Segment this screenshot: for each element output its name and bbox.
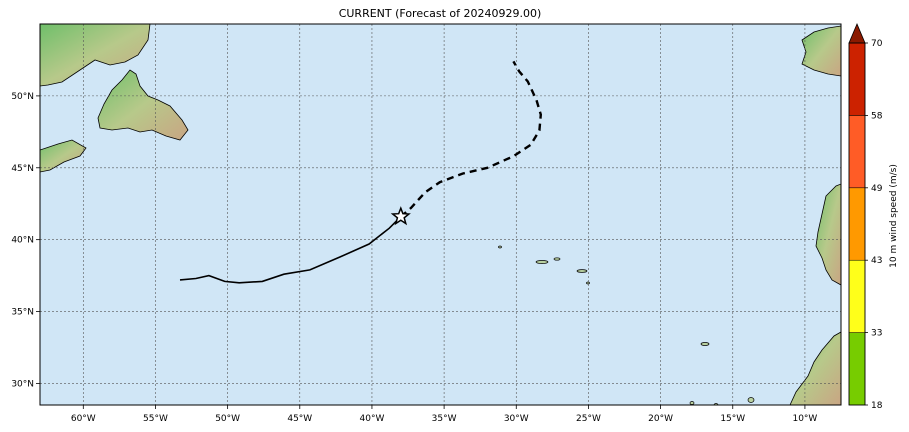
island-madeira [700, 342, 710, 346]
island-canary-3 [747, 397, 755, 403]
y-tick-label: 40°N [11, 236, 34, 246]
island-azores-4 [586, 281, 590, 285]
colorbar-tick-label: 58 [871, 111, 883, 121]
x-tick-label: 30°W [504, 414, 529, 424]
land-nova-scotia [40, 139, 87, 173]
colorbar-band [848, 332, 866, 406]
x-tick-label: 55°W [143, 414, 168, 424]
colorbar-frame [848, 42, 866, 406]
colorbar-band [848, 259, 866, 333]
colorbar-band [848, 187, 866, 261]
map-frame [39, 23, 842, 406]
island-canary-1 [689, 401, 695, 405]
colorbar-band [848, 42, 866, 116]
land-newfoundland [97, 69, 189, 141]
x-axis-ticks: 60°W 55°W 50°W 45°W 40°W 35°W 30°W 25°W 20°W 15°W… [71, 405, 817, 424]
y-tick-label: 30°N [11, 379, 34, 389]
island-azores-5 [498, 245, 502, 249]
y-tick-label: 45°N [11, 164, 34, 174]
x-tick-label: 15°W [720, 414, 745, 424]
island-azores-2 [553, 257, 561, 261]
star-icon [390, 206, 411, 226]
colorbar-tick-label: 18 [871, 401, 883, 411]
land-masses [40, 24, 841, 405]
colorbar-tick-label: 70 [871, 39, 883, 49]
island-azores-3 [576, 269, 588, 273]
land-labrador [40, 24, 151, 87]
x-tick-label: 10°W [792, 414, 817, 424]
grid-lines [40, 24, 841, 405]
land-iberia [815, 183, 841, 286]
x-tick-label: 20°W [648, 414, 673, 424]
x-tick-label: 35°W [432, 414, 457, 424]
map-panel [40, 24, 841, 405]
colorbar-label: 10 m wind speed (m/s) [889, 164, 899, 268]
x-tick-label: 50°W [215, 414, 240, 424]
y-tick-label: 50°N [11, 92, 34, 102]
x-tick-label: 25°W [576, 414, 601, 424]
colorbar-tick-label: 43 [871, 256, 882, 266]
colorbar-extend-triangle [848, 22, 866, 44]
colorbar-tick-label: 49 [871, 184, 883, 194]
colorbar-ticks: 18 33 43 49 58 70 [865, 39, 883, 411]
island-azores-1 [535, 260, 549, 264]
colorbar-band [848, 115, 866, 189]
x-tick-label: 40°W [360, 414, 385, 424]
ocean [40, 24, 841, 405]
islands [498, 245, 755, 405]
colorbar: 18 33 43 49 58 70 10 m wind speed (m/s) [848, 22, 899, 411]
colorbar-tick-label: 33 [871, 329, 882, 339]
land-iceland-edge [801, 25, 841, 77]
track-forecast [400, 60, 543, 218]
map-title: CURRENT (Forecast of 20240929.00) [339, 7, 542, 20]
y-axis-ticks: 30°N 35°N 40°N 45°N 50°N [11, 92, 40, 389]
x-tick-label: 60°W [71, 414, 96, 424]
track-past [179, 216, 402, 284]
colorbar-bands [848, 42, 866, 406]
land-africa [789, 331, 841, 405]
x-tick-label: 45°W [287, 414, 312, 424]
y-tick-label: 35°N [11, 308, 34, 318]
